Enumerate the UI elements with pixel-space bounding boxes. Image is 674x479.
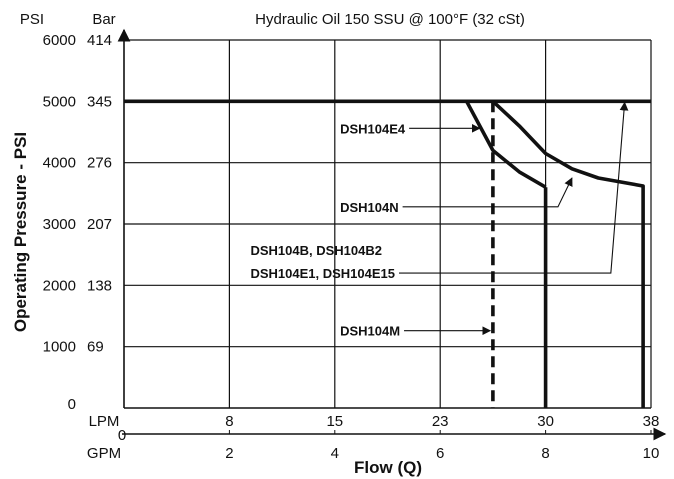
- x-unit-gpm: GPM: [87, 445, 121, 462]
- x-tick-gpm-4: 4: [331, 445, 339, 462]
- y-tick-bar-5000: 345: [87, 93, 112, 110]
- annotation-m: DSH104M: [340, 324, 400, 339]
- series-line-n: [491, 99, 645, 408]
- chart-title: Hydraulic Oil 150 SSU @ 100°F (32 cSt): [255, 11, 525, 28]
- annotation-arrow-e1: [399, 101, 629, 274]
- annotation-arrow-n: [402, 177, 573, 208]
- x-tick-lpm-8: 8: [225, 413, 233, 430]
- y-axis-title: Operating Pressure - PSI: [11, 132, 30, 332]
- axes: [117, 28, 667, 441]
- x-tick-gpm-10: 10: [643, 445, 660, 462]
- y-unit-psi: PSI: [20, 11, 44, 28]
- y-tick-psi-1000: 1000: [43, 339, 76, 356]
- annotations: DSH104E4 DSH104N DSH104B, DSH104B2 DSH104E1…: [250, 101, 629, 339]
- y-tick-psi-4000: 4000: [43, 155, 76, 172]
- series-lines: [124, 99, 651, 408]
- y-tick-bar-2000: 138: [87, 277, 112, 294]
- x-tick-gpm-8: 8: [541, 445, 549, 462]
- y-tick-psi-0: 0: [68, 396, 76, 413]
- y-tick-bar-6000: 414: [87, 32, 112, 49]
- x-tick-lpm-30: 30: [537, 413, 554, 430]
- y-unit-bar: Bar: [92, 11, 115, 28]
- x-tick-lpm-38: 38: [643, 413, 660, 430]
- y-tick-bar-1000: 69: [87, 339, 104, 356]
- annotation-b: DSH104B, DSH104B2: [250, 243, 382, 258]
- x-tick-gpm-0: 0: [118, 427, 126, 444]
- annotation-e1: DSH104E1, DSH104E15: [250, 266, 395, 281]
- x-unit-lpm: LPM: [89, 413, 120, 430]
- y-tick-psi-2000: 2000: [43, 277, 76, 294]
- y-tick-psi-5000: 5000: [43, 93, 76, 110]
- y-tick-psi-6000: 6000: [43, 32, 76, 49]
- x-tick-gpm-2: 2: [225, 445, 233, 462]
- x-tick-lpm-23: 23: [432, 413, 449, 430]
- x-tick-gpm-6: 6: [436, 445, 444, 462]
- annotation-e4: DSH104E4: [340, 121, 406, 136]
- grid: [124, 39, 652, 408]
- tick-labels: 0 1000 69 2000 138 3000 207 4000 276 5000 345 6000 4…: [43, 32, 660, 462]
- x-tick-lpm-15: 15: [326, 413, 343, 430]
- y-tick-bar-4000: 276: [87, 155, 112, 172]
- y-tick-bar-3000: 207: [87, 216, 112, 233]
- y-tick-psi-3000: 3000: [43, 216, 76, 233]
- x-axis-title: Flow (Q): [354, 458, 422, 477]
- annotation-n: DSH104N: [340, 200, 399, 215]
